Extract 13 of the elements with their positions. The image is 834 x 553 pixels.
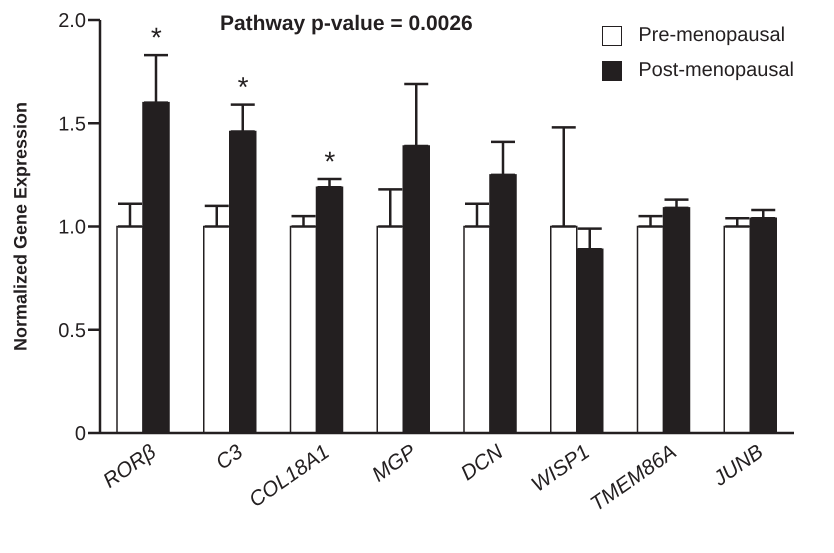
annotation: * xyxy=(150,22,162,54)
y-tick-label: 1.5 xyxy=(58,113,86,136)
y-tick-label: 0 xyxy=(74,423,86,446)
annotation: * xyxy=(324,146,336,178)
legend-label: Post-menopausal xyxy=(638,59,794,82)
legend-label: Pre-menopausal xyxy=(638,24,786,47)
annotation: * xyxy=(238,72,249,103)
x-tick-label: C3 xyxy=(212,440,248,474)
y-tick-label: 0.5 xyxy=(58,320,86,342)
y-axis-title: Normalized Gene Expression xyxy=(10,102,30,352)
y-tick-label: 1.0 xyxy=(58,216,86,239)
chart-title: Pathway p-value = 0.0026 xyxy=(220,12,473,36)
y-tick-label: 2.0 xyxy=(58,10,86,32)
